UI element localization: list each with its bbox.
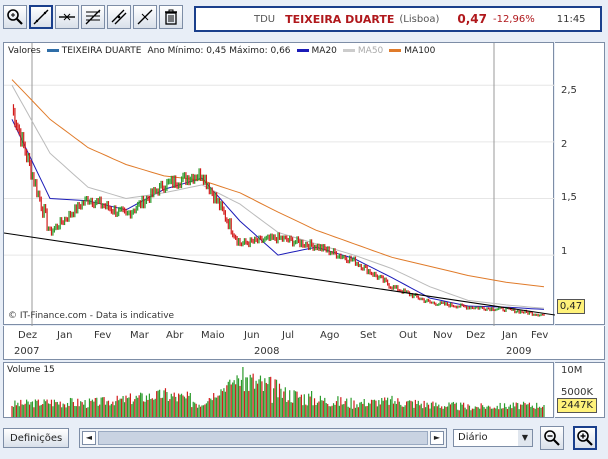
support-trendline — [4, 232, 555, 316]
volume-chart — [11, 367, 545, 417]
x-month-label: Dez — [18, 330, 38, 341]
scroll-thumb[interactable] — [98, 431, 428, 445]
x-year-label: 2009 — [506, 346, 532, 357]
x-year-label: 2007 — [14, 346, 40, 357]
quote-name: TEIXEIRA DUARTE — [285, 12, 395, 26]
x-year-label: 2008 — [254, 346, 280, 357]
price-chart-panel[interactable]: Valores TEIXEIRA DUARTE Ano Mínimo: 0,45… — [3, 42, 555, 326]
time-scrollbar[interactable]: ◄ ► — [79, 428, 447, 448]
settings-button[interactable]: Definições — [3, 428, 70, 448]
x-month-label: Fev — [94, 330, 112, 341]
quote-symbol: TDU — [254, 13, 276, 25]
quote-price: 0,47 — [457, 12, 487, 26]
magnifier-icon[interactable] — [3, 5, 27, 29]
horizontal-line-icon[interactable] — [55, 5, 79, 29]
x-month-label: Dez — [466, 330, 486, 341]
series-line-ma50 — [11, 85, 545, 309]
trendline-icon[interactable] — [29, 5, 53, 29]
channel-icon[interactable] — [107, 5, 131, 29]
y-tick: 2,5 — [561, 85, 577, 96]
parallel-lines-icon[interactable] — [133, 5, 157, 29]
x-month-label: Mar — [130, 330, 149, 341]
x-month-label: Nov — [433, 330, 453, 341]
x-month-label: Jan — [502, 330, 518, 341]
scroll-left-arrow[interactable]: ◄ — [82, 431, 96, 445]
volume-chart-panel[interactable]: Volume 15 — [3, 362, 554, 418]
y-tick: 2 — [561, 139, 568, 150]
bottom-controls: Definições ◄ ► Diário ▼ — [3, 424, 605, 452]
zoom-out-icon — [544, 430, 560, 446]
legend-series: TEIXEIRA DUARTE — [46, 46, 141, 56]
x-month-label: Abr — [166, 330, 184, 341]
x-month-label: Fev — [531, 330, 549, 341]
series-line-ma100 — [11, 79, 545, 288]
y-tick: 1,5 — [561, 192, 577, 203]
fibonacci-icon[interactable] — [81, 5, 105, 29]
zoom-out-button[interactable] — [540, 426, 564, 450]
legend-ma100: MA100 — [389, 46, 435, 56]
volume-label: Volume 15 — [7, 365, 55, 375]
time-x-axis: Dez Jan Fev Mar Abr Maio Jun Jul Ago Set… — [3, 326, 605, 360]
zoom-in-button[interactable] — [573, 426, 597, 450]
chevron-down-icon: ▼ — [518, 430, 532, 446]
trash-icon[interactable] — [159, 5, 183, 29]
y-tick: 1 — [561, 246, 568, 257]
price-chart — [4, 43, 555, 326]
legend-values-label: Valores — [8, 46, 41, 56]
period-select[interactable]: Diário ▼ — [453, 429, 533, 447]
drawing-toolbar — [3, 5, 191, 33]
period-select-value: Diário — [458, 432, 488, 443]
volume-y-axis: 10M 5000K 2447K — [555, 362, 605, 418]
zoom-in-icon — [577, 430, 593, 446]
volume-tick: 5000K — [561, 387, 594, 398]
x-month-label: Ago — [320, 330, 340, 341]
x-month-label: Set — [360, 330, 377, 341]
last-volume-badge: 2447K — [557, 398, 597, 413]
x-month-label: Jul — [282, 330, 295, 341]
last-price-badge: 0,47 — [557, 299, 585, 314]
quote-time: 11:45 — [556, 13, 586, 25]
volume-tick: 10M — [561, 365, 583, 376]
x-month-label: Maio — [201, 330, 225, 341]
legend-ma20: MA20 — [296, 46, 337, 56]
quote-header: TDU TEIXEIRA DUARTE (Lisboa) 0,47 -12,96… — [194, 6, 602, 32]
legend-ma50: MA50 — [342, 46, 383, 56]
x-month-label: Out — [399, 330, 418, 341]
x-month-label: Jan — [57, 330, 73, 341]
scroll-right-arrow[interactable]: ► — [430, 431, 444, 445]
source-note: © IT-Finance.com - Data is indicative — [8, 311, 175, 321]
x-month-label: Jun — [244, 330, 260, 341]
chart-legend: Valores TEIXEIRA DUARTE Ano Mínimo: 0,45… — [8, 46, 435, 56]
quote-change: -12,96% — [492, 13, 535, 25]
price-y-axis: 2,5 2 1,5 1 0,47 — [555, 42, 605, 325]
series-line-ma20 — [11, 119, 545, 310]
legend-range: Ano Mínimo: 0,45 Máximo: 0,66 — [147, 46, 291, 56]
quote-market: (Lisboa) — [399, 13, 440, 25]
